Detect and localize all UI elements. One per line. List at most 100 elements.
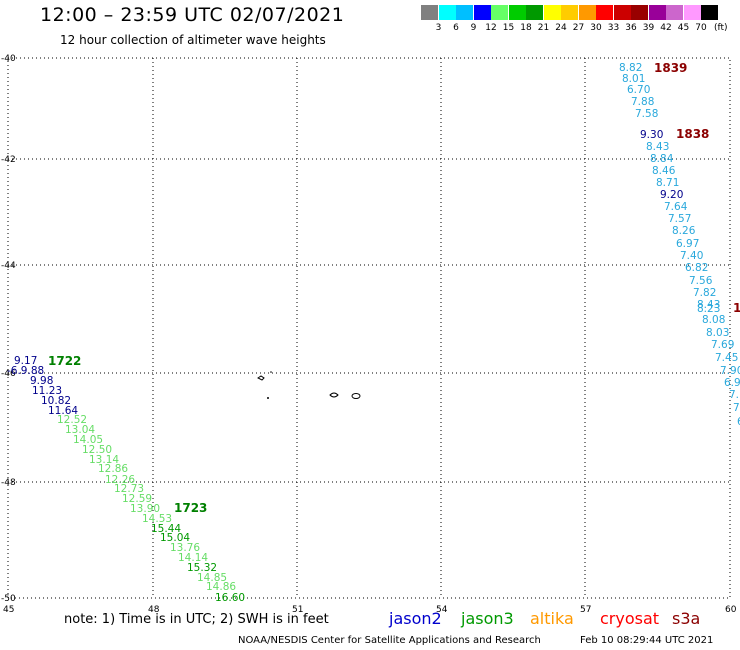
legend-label: 15 xyxy=(502,23,515,33)
legend-swatch xyxy=(491,5,508,20)
wave-height-value: 8.03 xyxy=(706,327,729,339)
lat-tick-label: -50 xyxy=(1,594,16,604)
wave-height-value: 8.23 xyxy=(697,303,720,315)
islands xyxy=(257,371,361,399)
legend-label: 70 xyxy=(695,23,707,33)
wave-height-value: 7. xyxy=(729,389,739,401)
page-title: 12:00 – 23:59 UTC 02/07/2021 xyxy=(40,4,345,26)
legend-swatch xyxy=(631,5,648,20)
wave-height-value: 15.44 xyxy=(151,523,181,535)
legend-swatch xyxy=(456,5,473,20)
wave-height-value: 15.32 xyxy=(187,562,217,574)
lon-tick-label: 54 xyxy=(436,605,448,615)
legend-swatch xyxy=(683,5,701,20)
wave-height-value: 8.46 xyxy=(652,165,676,177)
map-grid xyxy=(8,58,730,598)
wave-height-value: 7.57 xyxy=(668,213,691,225)
island-2 xyxy=(267,397,269,399)
lat-tick-label: -44 xyxy=(1,261,16,271)
wave-height-value: 10.82 xyxy=(41,395,71,407)
wave-height-value: 8.43 xyxy=(697,299,720,311)
wave-height-value: 13.90 xyxy=(130,503,160,515)
island-3 xyxy=(270,371,272,373)
legend-label: 39 xyxy=(642,23,655,33)
legend-swatch xyxy=(613,5,631,20)
wave-height-value: 7.69 xyxy=(711,339,734,351)
lon-tick-label: 45 xyxy=(3,605,14,615)
wave-height-value: 7.90 xyxy=(720,365,740,377)
map-border xyxy=(7,57,731,599)
wave-height-value: 7.58 xyxy=(635,108,658,120)
lon-tick-label: 60 xyxy=(725,605,737,615)
wave-height-value: 14.85 xyxy=(197,572,227,584)
island-5 xyxy=(351,393,361,399)
wave-height-value: 7.45 xyxy=(715,352,738,364)
wave-height-value: 7 xyxy=(733,402,740,414)
legend-swatch xyxy=(473,5,491,20)
satellite-s3a: s3a xyxy=(672,609,701,628)
legend-swatch xyxy=(578,5,596,20)
wave-height-value: 13.76 xyxy=(170,542,200,554)
legend-swatch xyxy=(596,5,613,20)
lat-tick-label: -46 xyxy=(1,369,16,379)
wave-height-value: 8.71 xyxy=(656,177,679,189)
legend-label: 9 xyxy=(470,23,477,33)
map-frame xyxy=(7,57,731,599)
island-1 xyxy=(257,375,265,381)
legend-swatch xyxy=(666,5,683,20)
wave-height-value: 6 xyxy=(737,416,740,428)
legend-label: 3 xyxy=(435,23,442,33)
legend-unit: (ft) xyxy=(714,23,728,33)
track-time-label: 1 xyxy=(733,301,740,315)
wave-height-value: 7.82 xyxy=(693,287,716,299)
credit-text: NOAA/NESDIS Center for Satellite Applica… xyxy=(238,635,541,646)
legend-swatch xyxy=(526,5,543,20)
legend-swatch xyxy=(701,5,718,20)
wave-height-value: 14.14 xyxy=(178,552,208,564)
satellite-jason3: jason3 xyxy=(461,609,514,628)
legend-label: 24 xyxy=(555,23,567,33)
wave-height-value: 12.50 xyxy=(82,444,112,456)
wave-height-value: 15.04 xyxy=(160,532,190,544)
wave-height-value: 8.43 xyxy=(646,141,669,153)
satellite-cryosat: cryosat xyxy=(600,609,660,628)
track-time-label: 1723 xyxy=(174,501,207,515)
wave-height-value: 8.08 xyxy=(702,314,725,326)
legend-label: 45 xyxy=(677,23,690,33)
generated-timestamp: Feb 10 08:29:44 UTC 2021 xyxy=(580,635,714,646)
lat-tick-label: -42 xyxy=(1,155,16,165)
wave-height-value: 12.26 xyxy=(105,474,135,486)
legend-swatch xyxy=(421,5,438,20)
wave-height-value: 7.56 xyxy=(689,275,713,287)
wave-height-value: 7.64 xyxy=(664,201,688,213)
lon-tick-label: 57 xyxy=(580,605,591,615)
wave-height-value: 12.59 xyxy=(122,493,152,505)
wave-height-value: 16.60 xyxy=(215,592,245,604)
wave-height-value: 7.88 xyxy=(631,96,654,108)
legend-label: 6 xyxy=(453,23,459,33)
lat-tick-label: -48 xyxy=(1,478,16,488)
legend-label: 18 xyxy=(520,23,532,33)
wave-height-value: 9.20 xyxy=(660,189,683,201)
legend-label: 21 xyxy=(537,23,550,33)
wave-height-value: 14.86 xyxy=(206,581,236,593)
legend-label: 42 xyxy=(660,23,672,33)
satellite-altika: altika xyxy=(530,609,574,628)
track-time-label: 1722 xyxy=(48,354,81,368)
lon-tick-label: 48 xyxy=(148,605,160,615)
wave-height-value: 9.17 xyxy=(14,355,37,367)
wave-height-value: 6.82 xyxy=(685,262,708,274)
wave-height-value: 8.26 xyxy=(672,225,696,237)
track-time-label: 1839 xyxy=(654,61,687,75)
satellite-jason2: jason2 xyxy=(389,609,442,628)
wave-height-value: 8.82 xyxy=(619,62,642,74)
legend-swatch xyxy=(648,5,666,20)
legend-label: 33 xyxy=(607,23,620,33)
wave-height-value: 14.53 xyxy=(142,513,172,525)
wave-height-value: 6.97 xyxy=(676,238,699,250)
page-subtitle: 12 hour collection of altimeter wave hei… xyxy=(60,33,326,47)
legend-label: 12 xyxy=(485,23,497,33)
wave-height-value: 12.73 xyxy=(114,483,144,495)
wave-height-value: 12.86 xyxy=(98,463,128,475)
wave-height-value: 6.9 xyxy=(724,377,740,389)
